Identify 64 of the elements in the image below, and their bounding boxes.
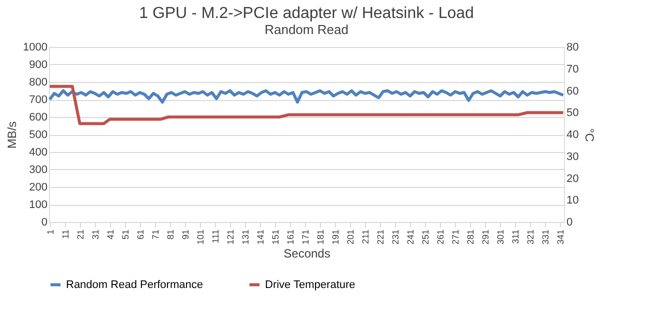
x-tick-label: 311 <box>510 230 521 244</box>
y-tick-label: 900 <box>29 59 48 71</box>
x-tick-label: 271 <box>450 230 461 245</box>
y-tick-label: 100 <box>29 199 48 211</box>
y2-axis-title: °C <box>582 128 597 142</box>
x-tick-label: 51 <box>120 230 130 240</box>
x-tick-label: 301 <box>496 230 506 245</box>
y-tick-label: 600 <box>29 112 48 124</box>
x-tick-label: 291 <box>480 230 491 245</box>
y2-tick-label: 10 <box>566 194 579 207</box>
x-tick-label: 211 <box>360 230 371 244</box>
x-tick-label: 91 <box>180 230 190 240</box>
x-tick-label: 71 <box>150 230 160 240</box>
y-tick-label: 0 <box>41 216 48 228</box>
y-tick-label: 200 <box>29 182 48 194</box>
y-tick-label: 800 <box>29 76 48 88</box>
y2-tick-label: 60 <box>566 85 579 98</box>
x-tick-label: 331 <box>540 230 551 245</box>
y-axis-title: MB/s <box>5 121 20 149</box>
x-tick-label: 161 <box>285 230 296 245</box>
y-tick-label: 1000 <box>23 42 48 54</box>
x-tick-label: 231 <box>390 230 401 245</box>
x-tick-label: 241 <box>406 230 416 245</box>
line-series <box>48 89 565 104</box>
x-tick-label: 101 <box>195 230 206 245</box>
x-tick-label: 281 <box>466 230 476 245</box>
legend-label: Random Read Performance <box>66 278 203 291</box>
x-tick-label: 131 <box>240 230 250 245</box>
x-tick-label: 261 <box>436 230 446 245</box>
y-tick-label: 700 <box>29 94 48 106</box>
x-tick-label: 321 <box>526 230 536 245</box>
x-tick-label: 201 <box>346 230 356 245</box>
y2-tick-label: 30 <box>566 150 579 163</box>
x-axis-title: Seconds <box>284 246 330 261</box>
y-tick-label: 500 <box>29 129 48 141</box>
y2-tick-label: 40 <box>566 129 579 141</box>
line-series <box>48 84 565 126</box>
y-tick-label: 300 <box>29 164 48 176</box>
x-tick-label: 341 <box>556 230 566 245</box>
x-tick-label: 11 <box>60 230 70 239</box>
x-tick-label: 31 <box>90 230 100 240</box>
legend-label: Drive Temperature <box>265 278 356 291</box>
x-tick-label: 171 <box>300 230 310 245</box>
x-tick-label: 81 <box>165 230 176 240</box>
x-tick-label: 111 <box>210 230 220 244</box>
y2-tick-label: 0 <box>566 216 573 228</box>
x-tick-label: 1 <box>45 230 56 235</box>
x-tick-label: 251 <box>420 230 431 245</box>
x-tick-label: 41 <box>105 230 116 240</box>
x-tick-label: 151 <box>270 230 280 245</box>
y2-tick-label: 80 <box>566 42 579 54</box>
x-tick-label: 121 <box>225 230 236 245</box>
chart-title: 1 GPU - M.2->PCIe adapter w/ Heatsink - Load <box>139 5 474 22</box>
x-tick-label: 221 <box>376 230 386 245</box>
x-tick-label: 21 <box>75 230 86 240</box>
x-tick-label: 191 <box>330 230 341 245</box>
x-tick-label: 61 <box>135 230 146 240</box>
y2-tick-label: 50 <box>566 107 579 120</box>
y2-tick-label: 20 <box>566 172 579 185</box>
x-tick-label: 181 <box>316 230 326 245</box>
y2-tick-label: 70 <box>566 63 579 76</box>
x-tick-label: 141 <box>255 230 266 245</box>
chart-subtitle: Random Read <box>264 22 348 37</box>
y-tick-label: 400 <box>29 146 48 158</box>
